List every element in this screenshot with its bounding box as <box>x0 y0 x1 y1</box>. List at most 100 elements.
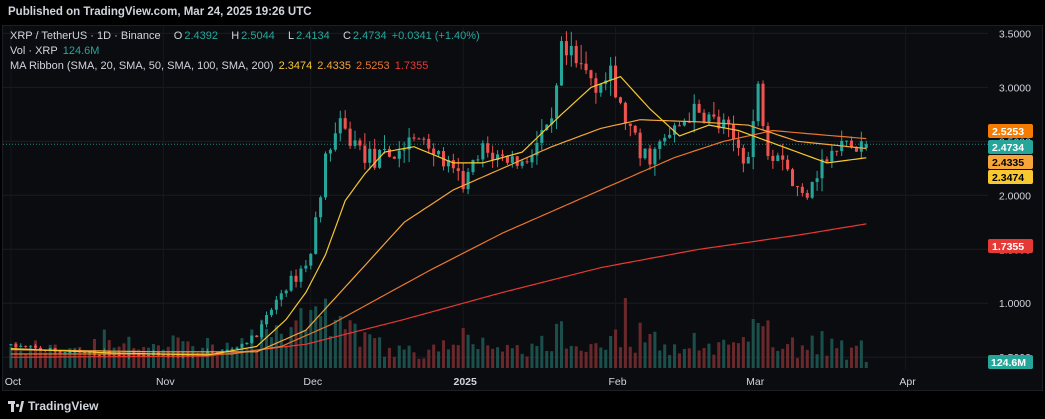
candle-body <box>58 351 62 353</box>
candle-body <box>343 118 347 129</box>
volume-bar <box>746 341 750 368</box>
candle-body <box>786 159 790 170</box>
volume-bar <box>348 320 352 368</box>
candle-body <box>732 124 736 140</box>
legend-o-label: O <box>173 30 183 42</box>
volume-bar <box>255 351 259 368</box>
volume-bar <box>245 348 249 368</box>
candle-body <box>476 159 480 161</box>
legend-vol-value: 124.6M <box>62 45 100 57</box>
time-tick-label: Dec <box>303 376 322 388</box>
candle-body <box>417 138 421 140</box>
legend-c-value: 2.4734 <box>352 30 387 42</box>
volume-bar <box>304 329 308 368</box>
time-tick-label: Mar <box>746 376 765 388</box>
price-tick-label: 2.0000 <box>999 190 1031 202</box>
price-marker-label: 2.3474 <box>992 172 1024 184</box>
candle-body <box>687 121 691 123</box>
candle-body <box>274 299 278 310</box>
candle-body <box>250 335 254 343</box>
candle-body <box>496 154 500 161</box>
candle-body <box>14 344 18 347</box>
price-tick-label: 3.5000 <box>999 28 1031 40</box>
legend-ma-ribbon: MA Ribbon (SMA, 20, SMA, 50, SMA, 100, S… <box>10 60 430 72</box>
legend-vol-label[interactable]: Vol · XRP <box>10 45 58 57</box>
volume-bar <box>525 356 529 368</box>
candle-body <box>682 121 686 126</box>
chart-panel[interactable] <box>2 25 1043 391</box>
volume-bar <box>88 350 92 368</box>
candle-body <box>206 351 210 354</box>
volume-bar <box>786 344 790 368</box>
candle-body <box>68 352 72 354</box>
candle-body <box>230 348 234 350</box>
volume-bar <box>530 343 534 368</box>
legend-o-value: 2.4392 <box>184 30 219 42</box>
volume-bar <box>432 344 436 368</box>
candle-body <box>589 70 593 79</box>
legend-change: +0.0341 (+1.40%) <box>391 30 480 42</box>
volume-bar <box>584 351 588 368</box>
volume-bar <box>24 353 28 368</box>
ma-ribbon <box>10 75 867 358</box>
candle-body <box>437 151 441 155</box>
candle-body <box>284 290 288 294</box>
volume-bar <box>687 348 691 368</box>
volume-bar <box>736 343 740 368</box>
volume-bar <box>466 334 470 368</box>
candle-body <box>550 118 554 125</box>
legend-symbol[interactable]: XRP / TetherUS · 1D · Binance <box>10 30 161 42</box>
legend-ma-label[interactable]: MA Ribbon (SMA, 20, SMA, 50, SMA, 100, S… <box>10 60 274 72</box>
time-tick-label: Apr <box>899 376 916 388</box>
candle-body <box>677 125 681 127</box>
volume-bar <box>677 353 681 368</box>
legend-h-label: H <box>231 30 240 42</box>
candle-body <box>265 315 269 325</box>
candle-body <box>314 217 318 254</box>
volume-bar <box>830 338 834 368</box>
footer-brand[interactable]: TradingView <box>28 399 99 413</box>
candle-body <box>368 148 372 163</box>
legend-h-value: 2.5044 <box>241 30 275 42</box>
volume-bar <box>446 349 450 368</box>
candle-body <box>102 351 106 356</box>
candle-body <box>633 125 637 133</box>
volume-bar <box>756 323 760 368</box>
volume-bar <box>201 347 205 368</box>
candle-body <box>407 137 411 150</box>
volume-marker-label: 124.6M <box>991 357 1026 369</box>
candle-body <box>692 103 696 123</box>
price-marker-bg <box>988 155 1033 169</box>
candle-body <box>579 63 583 65</box>
volume-bar <box>314 306 318 368</box>
time-tick-label: Oct <box>5 376 21 388</box>
volume-bar <box>147 347 151 368</box>
volume-bar <box>407 345 411 368</box>
candle-body <box>225 349 229 352</box>
candle-body <box>564 41 568 56</box>
volume-bar <box>815 354 819 368</box>
volume-bar <box>496 347 500 368</box>
candle-body <box>525 161 529 163</box>
candle-body <box>427 138 431 149</box>
volume-bar <box>520 353 524 368</box>
volume-bar <box>599 347 603 368</box>
volume-bar <box>515 345 519 368</box>
candle-body <box>24 345 28 347</box>
volume-bar <box>97 355 101 368</box>
volume-bar <box>43 352 47 368</box>
candle-body <box>92 350 97 355</box>
volume-bar <box>614 329 618 368</box>
candle-body <box>854 146 858 152</box>
candle-body <box>461 170 465 190</box>
candle-body <box>348 128 352 146</box>
candle-body <box>392 156 396 159</box>
volume-bar <box>451 344 455 368</box>
candle-body <box>530 155 534 163</box>
candle-body <box>117 353 121 356</box>
candle-body <box>338 118 342 134</box>
volume-bar <box>309 309 313 368</box>
volume-bar <box>387 347 391 368</box>
